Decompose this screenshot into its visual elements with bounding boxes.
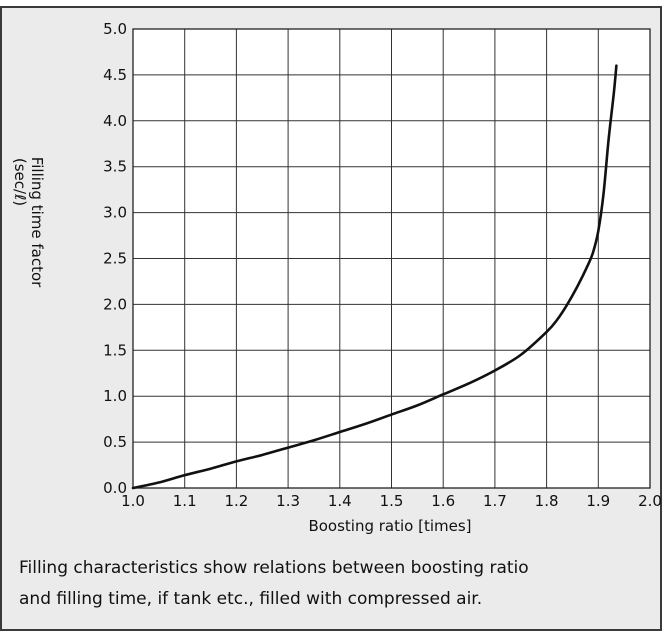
y-tick-label: 4.5	[103, 66, 127, 84]
caption: Filling characteristics show relations b…	[19, 553, 639, 615]
x-tick-label: 1.3	[276, 492, 300, 510]
y-tick-label: 3.5	[103, 158, 127, 176]
x-tick-label: 1.2	[224, 492, 248, 510]
series-line	[131, 64, 618, 490]
x-axis-label: Boosting ratio [times]	[308, 517, 471, 535]
y-tick-label: 3.0	[103, 204, 127, 222]
x-tick-label: 1.6	[431, 492, 455, 510]
filling-characteristics-chart: 1.0 1.1 1.2 1.3 1.4 1.5 1.6 1.7 1.8 1.9 2.0 0.0 0.5…	[11, 20, 662, 535]
y-axis-label: Filling time factor	[28, 157, 46, 288]
x-tick-label: 1.9	[586, 492, 610, 510]
y-tick-label: 4.0	[103, 112, 127, 130]
y-tick-label: 1.0	[103, 387, 127, 405]
x-tick-label: 1.4	[328, 492, 352, 510]
caption-line-2: and filling time, if tank etc., filled w…	[19, 589, 483, 609]
y-axis-ticks: 0.0 0.5 1.0 1.5 2.0 2.5 3.0 3.5 4.0 4.5 5.0	[103, 20, 127, 497]
x-tick-label: 1.7	[483, 492, 507, 510]
x-tick-label: 2.0	[638, 492, 662, 510]
caption-line-1: Filling characteristics show relations b…	[19, 558, 529, 578]
x-tick-label: 1.0	[121, 492, 145, 510]
plot-frame	[132, 28, 651, 489]
y-tick-label: 5.0	[103, 20, 127, 38]
x-tick-label: 1.5	[380, 492, 404, 510]
y-tick-label: 2.0	[103, 295, 127, 313]
x-axis-ticks: 1.0 1.1 1.2 1.3 1.4 1.5 1.6 1.7 1.8 1.9 2.0	[121, 492, 662, 510]
y-axis-unit: (sec/ℓ)	[11, 158, 29, 206]
y-tick-label: 1.5	[103, 341, 127, 359]
y-tick-label: 0.5	[103, 433, 127, 451]
x-tick-label: 1.8	[535, 492, 559, 510]
series-group	[131, 64, 618, 490]
y-axis-label-group: Filling time factor (sec/ℓ)	[11, 157, 46, 288]
y-tick-label: 2.5	[103, 250, 127, 268]
x-tick-label: 1.1	[173, 492, 197, 510]
y-tick-label: 0.0	[103, 479, 127, 497]
